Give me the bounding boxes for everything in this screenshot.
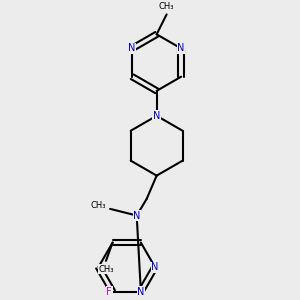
Text: N: N (133, 211, 140, 220)
Text: CH₃: CH₃ (98, 265, 114, 274)
Text: CH₃: CH₃ (159, 2, 174, 10)
Text: N: N (153, 111, 160, 121)
Text: N: N (128, 44, 136, 53)
Text: F: F (106, 286, 112, 296)
Text: N: N (151, 262, 159, 272)
Text: N: N (177, 44, 185, 53)
Text: N: N (137, 286, 145, 296)
Text: CH₃: CH₃ (91, 201, 106, 210)
